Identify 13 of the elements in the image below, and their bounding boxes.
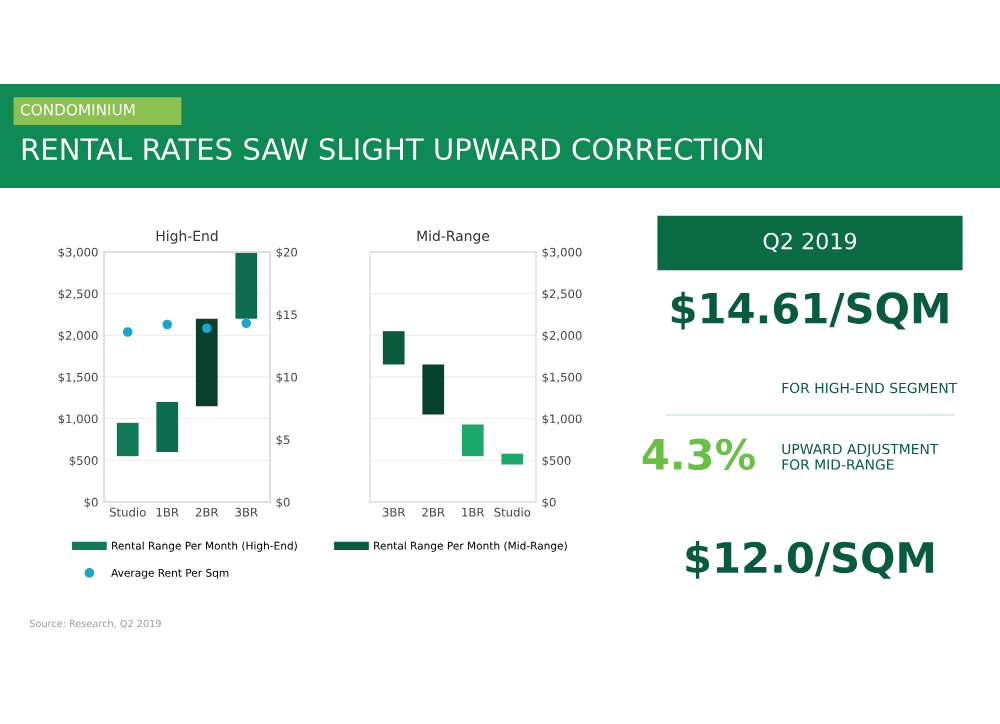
bar [382,331,405,365]
bar [501,453,524,465]
text: Q2 2019 [763,232,857,252]
text: $14.61/SQM [671,291,948,330]
bar [156,402,179,452]
text: RENTAL RATES SAW SLIGHT UPWARD CORRECTION [22,138,762,161]
bar [195,318,218,407]
bar [422,364,445,415]
bar [235,252,258,319]
bar [116,422,139,457]
text: $12.0/SQM [686,541,934,579]
bar [461,424,484,457]
text: 4.3% [642,438,756,471]
